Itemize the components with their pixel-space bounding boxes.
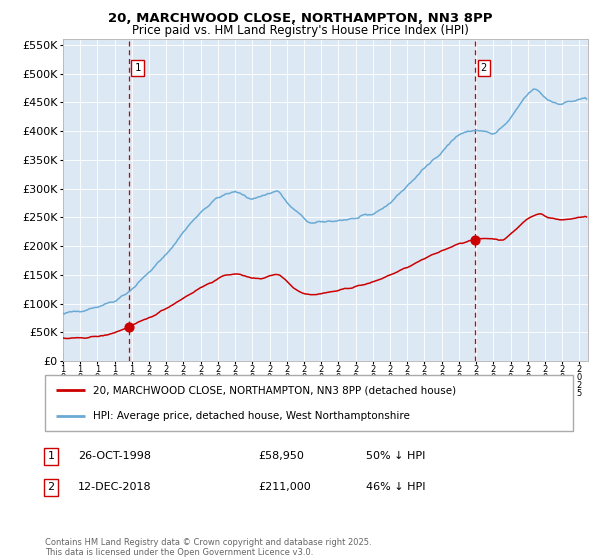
- Text: 2: 2: [47, 482, 55, 492]
- Text: Contains HM Land Registry data © Crown copyright and database right 2025.
This d: Contains HM Land Registry data © Crown c…: [45, 538, 371, 557]
- Text: 12-DEC-2018: 12-DEC-2018: [78, 482, 152, 492]
- Text: 2: 2: [481, 63, 487, 73]
- Text: HPI: Average price, detached house, West Northamptonshire: HPI: Average price, detached house, West…: [92, 411, 409, 421]
- Text: Price paid vs. HM Land Registry's House Price Index (HPI): Price paid vs. HM Land Registry's House …: [131, 24, 469, 37]
- Text: £211,000: £211,000: [258, 482, 311, 492]
- Point: [470, 235, 480, 244]
- Text: 50% ↓ HPI: 50% ↓ HPI: [366, 451, 425, 461]
- Point: [124, 323, 134, 332]
- Text: 26-OCT-1998: 26-OCT-1998: [78, 451, 151, 461]
- Text: 1: 1: [134, 63, 140, 73]
- Text: 46% ↓ HPI: 46% ↓ HPI: [366, 482, 425, 492]
- Text: 20, MARCHWOOD CLOSE, NORTHAMPTON, NN3 8PP: 20, MARCHWOOD CLOSE, NORTHAMPTON, NN3 8P…: [108, 12, 492, 25]
- Text: 20, MARCHWOOD CLOSE, NORTHAMPTON, NN3 8PP (detached house): 20, MARCHWOOD CLOSE, NORTHAMPTON, NN3 8P…: [92, 385, 455, 395]
- Text: £58,950: £58,950: [258, 451, 304, 461]
- FancyBboxPatch shape: [45, 375, 573, 431]
- Text: 1: 1: [47, 451, 55, 461]
